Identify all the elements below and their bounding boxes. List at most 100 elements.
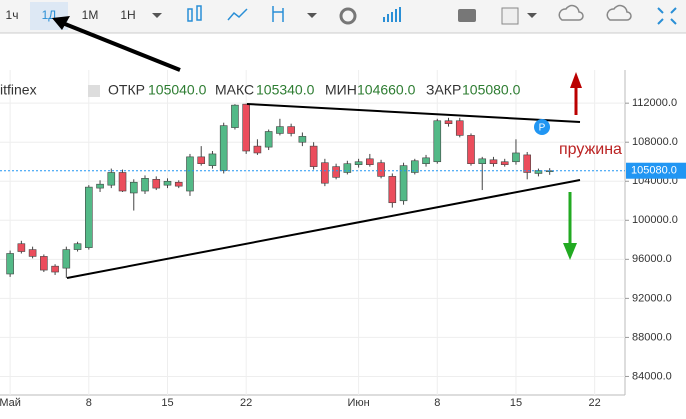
candle-body [129, 181, 138, 194]
up-arrow-head [570, 72, 582, 88]
down-arrow-head [563, 243, 577, 260]
camera-icon[interactable] [458, 9, 476, 22]
exchange-name: itfinex [0, 82, 37, 98]
settings-icon[interactable] [339, 7, 357, 25]
ohlc-label: ЗАКР [426, 82, 461, 98]
toolbar-icons[interactable] [187, 5, 284, 22]
pointer-arrow-head [52, 16, 70, 30]
interval-button[interactable]: 1М [82, 8, 99, 22]
candle-body [107, 172, 116, 186]
candle-body [242, 103, 250, 152]
candle-body [118, 172, 127, 192]
annotation-text: пружина [559, 141, 622, 158]
candle-body [186, 156, 194, 192]
candle-body [467, 135, 475, 164]
candle-body [298, 136, 307, 143]
x-tick-label: 22 [589, 397, 601, 409]
y-tick-label: 84000.0 [632, 370, 672, 382]
candle-body [73, 243, 82, 250]
x-tick-label: 8 [86, 397, 92, 409]
candle-body [377, 162, 385, 177]
x-tick-label: 22 [240, 397, 252, 409]
trend-line [246, 103, 581, 123]
candle-body [478, 158, 487, 164]
y-tick-label: 100000.0 [632, 214, 678, 226]
candle-body [523, 154, 532, 173]
color-icon[interactable] [501, 7, 519, 25]
plot-area: 84000.088000.092000.096000.0100000.01040… [0, 70, 678, 409]
candle-body [28, 249, 37, 257]
y-tick-label: 96000.0 [632, 253, 672, 265]
x-tick-label: Май [0, 397, 21, 409]
candle-body [163, 180, 172, 186]
candle-body [62, 249, 71, 269]
candle-body [366, 158, 374, 165]
candle-body [219, 125, 228, 171]
candle-body [17, 243, 26, 252]
dropdown-icon[interactable] [527, 13, 537, 18]
header-button[interactable] [88, 85, 100, 97]
candle-body [231, 104, 239, 128]
ohlc-value: 104660.0 [357, 82, 416, 98]
ohlc-label: ОТКР [108, 82, 145, 98]
cloud-upload-icon[interactable] [606, 4, 632, 21]
ohlc-value: 105080.0 [462, 82, 521, 98]
candle-body [96, 183, 104, 189]
fullscreen-icon[interactable] [657, 7, 677, 25]
candle-body [197, 156, 206, 164]
candle-body [332, 166, 340, 178]
candle-body [422, 157, 430, 164]
candle-body [433, 120, 442, 163]
candle-body [253, 145, 262, 154]
dropdown-icon[interactable] [307, 13, 317, 18]
trend-line [66, 179, 581, 279]
candle-body [6, 253, 14, 275]
candle-body [500, 161, 509, 165]
candle-body [309, 145, 318, 167]
candle-body [444, 120, 453, 124]
cloud-download-icon[interactable] [558, 4, 584, 21]
last-price-label: 105080.0 [631, 165, 677, 177]
ohlc-value: 105040.0 [148, 82, 207, 98]
badge [534, 119, 550, 135]
candle-body [208, 153, 217, 166]
dropdown-icon[interactable] [152, 13, 162, 18]
badge-text: P [539, 123, 546, 134]
candle-body [512, 152, 520, 163]
candle-body [343, 163, 352, 173]
ohlc-label: МАКС [215, 82, 254, 98]
x-tick-label: Июн [347, 397, 369, 409]
x-tick-label: 8 [434, 397, 440, 409]
y-tick-label: 88000.0 [632, 331, 672, 343]
candle-body [399, 165, 408, 202]
pointer-arrow [59, 20, 181, 72]
candle-body [388, 176, 397, 204]
candle-body [141, 178, 149, 192]
candle-body [321, 162, 329, 184]
candle-body [455, 120, 464, 136]
x-tick-label: 15 [161, 397, 173, 409]
candle-body [264, 131, 273, 148]
candle-body [287, 126, 295, 134]
y-tick-label: 92000.0 [632, 292, 672, 304]
candle-body [534, 170, 543, 174]
indicators-icon[interactable] [383, 7, 401, 22]
candle-body [152, 179, 161, 189]
interval-button[interactable]: 1ч [6, 8, 19, 22]
candle-body [174, 181, 183, 187]
candle-body [40, 256, 48, 271]
candle-body [354, 161, 363, 165]
candle-body [489, 159, 498, 164]
candle-body [51, 265, 59, 273]
candle-body [410, 160, 419, 173]
y-tick-label: 108000.0 [632, 136, 678, 148]
candle-body [276, 126, 284, 134]
ohlc-label: МИН [325, 82, 357, 98]
last-price-box [626, 162, 686, 179]
interval-button[interactable]: 1Н [120, 8, 135, 22]
y-tick-label: 112000.0 [632, 97, 677, 109]
ohlc-value: 105340.0 [256, 82, 315, 98]
candle-body [85, 186, 93, 248]
